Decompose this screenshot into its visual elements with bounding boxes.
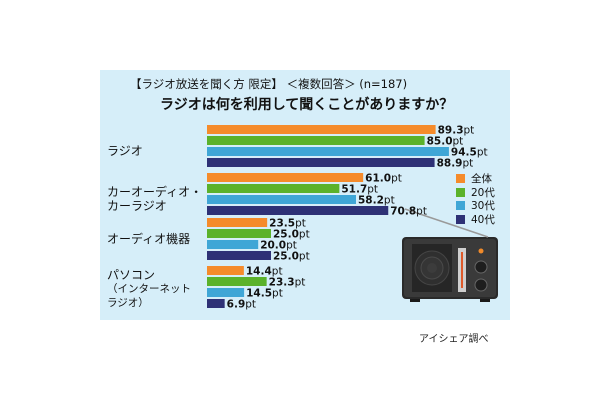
source-note: アイシェア調べ xyxy=(419,334,489,345)
category-label-3: パソコン （インターネット ラジオ） xyxy=(107,268,191,310)
legend-label: 20代 xyxy=(471,186,495,199)
category-label-2: オーディオ機器 xyxy=(107,232,190,246)
bar-3-0 xyxy=(207,266,244,275)
legend-swatch xyxy=(456,214,465,224)
bar-0-1 xyxy=(207,136,425,145)
bar-3-1 xyxy=(207,277,267,286)
category-label-line: ラジオ） xyxy=(107,297,149,309)
legend-item: 30代 xyxy=(456,199,495,213)
legend-label: 40代 xyxy=(471,213,495,226)
bar-label-2-3: 25.0pt xyxy=(273,251,310,263)
legend-swatch xyxy=(456,187,465,197)
category-label-line: カーラジオ xyxy=(107,199,167,213)
legend-item: 全体 xyxy=(456,172,495,186)
legend-item: 40代 xyxy=(456,213,495,227)
bar-label-3-0: 14.4pt xyxy=(246,266,283,278)
legend-swatch xyxy=(456,174,465,184)
category-label-line: カーオーディオ・ xyxy=(107,185,203,199)
bar-label-2-0: 23.5pt xyxy=(269,218,306,230)
bar-0-0 xyxy=(207,125,436,134)
bar-label-0-0: 89.3pt xyxy=(438,125,475,137)
bar-0-3 xyxy=(207,158,435,167)
bar-label-1-3: 70.8pt xyxy=(390,206,427,218)
bar-2-3 xyxy=(207,251,271,260)
bar-label-0-1: 85.0pt xyxy=(427,136,464,148)
bar-label-0-2: 94.5pt xyxy=(451,147,488,159)
bar-1-0 xyxy=(207,173,364,182)
radio-icon xyxy=(402,208,498,302)
chart-subtitle: ラジオは何を利用して聞くことがありますか？ xyxy=(160,97,454,113)
legend-item: 20代 xyxy=(456,186,495,200)
legend-label: 全体 xyxy=(471,173,492,186)
bar-label-3-2: 14.5pt xyxy=(246,288,283,300)
bar-1-2 xyxy=(207,195,356,204)
bar-3-2 xyxy=(207,288,245,297)
chart-title: 【ラジオ放送を聞く方 限定】 ＜複数回答＞ (n=187) xyxy=(130,77,408,91)
bar-2-2 xyxy=(207,240,259,249)
bar-2-1 xyxy=(207,229,271,238)
category-label-line: オーディオ機器 xyxy=(107,232,191,246)
bar-1-3 xyxy=(207,206,389,215)
bar-label-3-3: 6.9pt xyxy=(227,299,256,311)
legend-swatch xyxy=(456,201,465,211)
bar-2-0 xyxy=(207,218,268,227)
bar-label-2-1: 25.0pt xyxy=(273,229,310,241)
bar-label-1-2: 58.2pt xyxy=(358,195,395,207)
category-label-0: ラジオ xyxy=(107,144,143,158)
bar-label-1-1: 51.7pt xyxy=(341,184,378,196)
category-label-line: （インターネット xyxy=(107,283,191,295)
bar-label-0-3: 88.9pt xyxy=(437,158,474,170)
legend: 全体 20代 30代 40代 xyxy=(456,172,495,226)
bar-1-1 xyxy=(207,184,340,193)
bar-label-2-2: 20.0pt xyxy=(260,240,297,252)
bar-label-1-0: 61.0pt xyxy=(365,173,402,185)
category-label-line: ラジオ xyxy=(107,144,143,158)
legend-label: 30代 xyxy=(471,200,495,213)
category-label-line: パソコン xyxy=(107,268,156,282)
bar-label-3-1: 23.3pt xyxy=(269,277,306,289)
category-label-1: カーオーディオ・ カーラジオ xyxy=(107,185,202,213)
bar-0-2 xyxy=(207,147,449,156)
bar-3-3 xyxy=(207,299,225,308)
